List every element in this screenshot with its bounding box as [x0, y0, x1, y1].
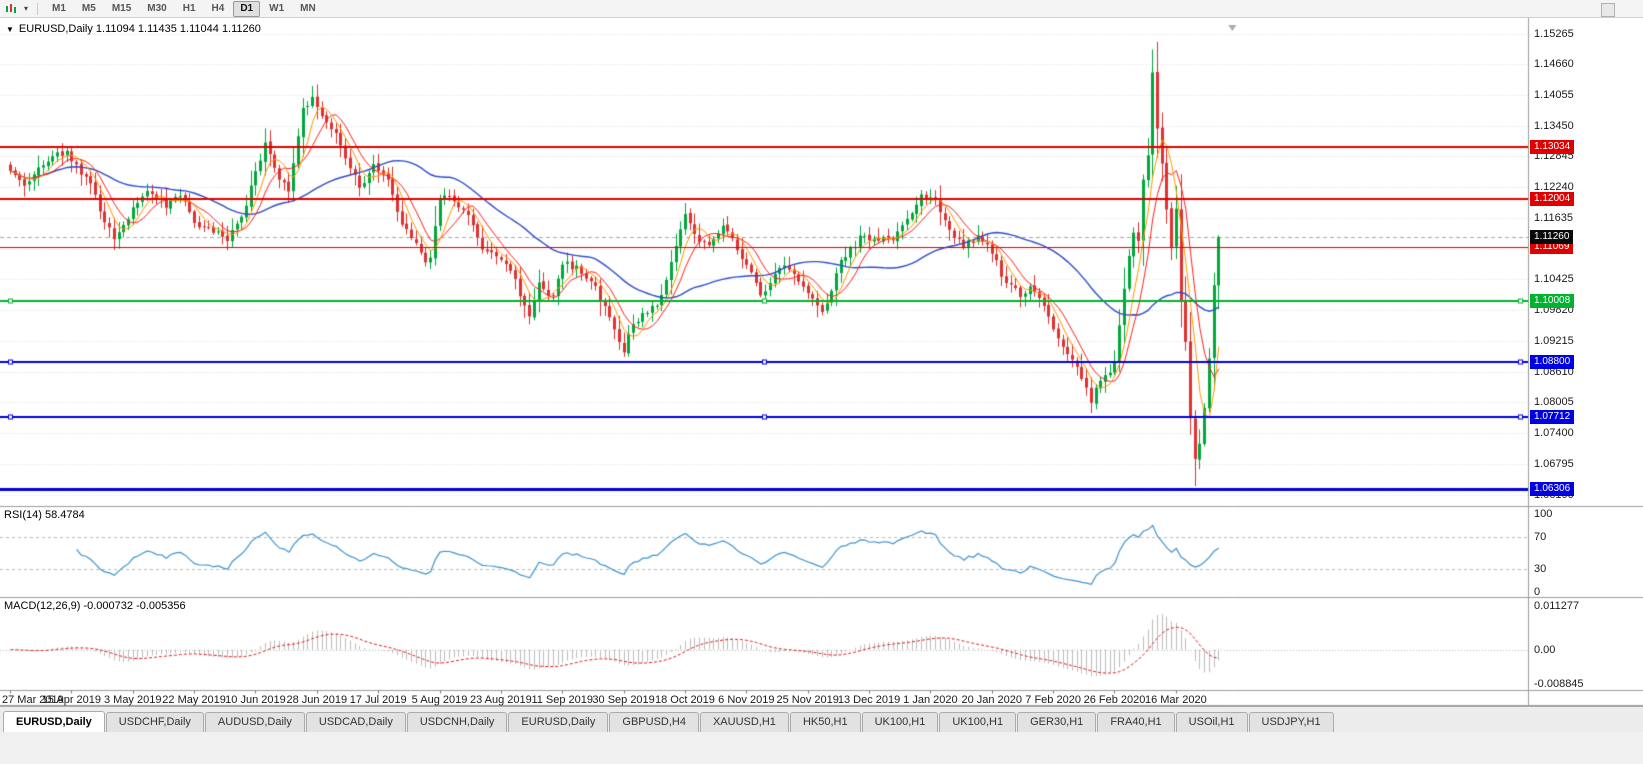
- chart-tab-USDCNH-Daily[interactable]: USDCNH,Daily: [406, 712, 508, 732]
- hline-price-tag: 1.10008: [1530, 293, 1575, 308]
- chart-tab-HK50-H1[interactable]: HK50,H1: [789, 712, 861, 732]
- date-label: 1 Jan 2020: [903, 694, 958, 706]
- date-label: 5 Aug 2019: [411, 694, 468, 706]
- toolbar-overflow-button[interactable]: [1601, 3, 1615, 17]
- timeframe-button-D1[interactable]: D1: [233, 0, 261, 17]
- rsi-scale-label: 30: [1534, 562, 1547, 575]
- rsi-scale-label: 70: [1534, 531, 1547, 544]
- chart-tab-XAUUSD-H1[interactable]: XAUUSD,H1: [699, 712, 789, 732]
- date-label: 25 Nov 2019: [776, 694, 839, 706]
- chart-tab-AUDUSD-Daily[interactable]: AUDUSD,Daily: [204, 712, 305, 732]
- price-scale-label: 1.10425: [1534, 273, 1574, 286]
- macd-scale-label: -0.008845: [1534, 678, 1584, 690]
- price-scale-label: 1.14660: [1534, 58, 1574, 71]
- date-label: 17 Jul 2019: [349, 694, 407, 706]
- chart-tab-FRA40-H1[interactable]: FRA40,H1: [1097, 712, 1175, 732]
- chart-tab-USOil-H1[interactable]: USOil,H1: [1175, 712, 1248, 732]
- chart-tab-EURUSD-Daily[interactable]: EURUSD,Daily: [508, 712, 609, 732]
- date-label: 22 May 2019: [162, 694, 226, 706]
- timeframe-button-M30[interactable]: M30: [147, 2, 167, 14]
- hline-price-tag: 1.06306: [1530, 481, 1575, 496]
- timeframe-button-M1[interactable]: M1: [52, 2, 66, 14]
- date-label: 16 Mar 2020: [1144, 694, 1207, 706]
- price-scale-label: 1.15265: [1534, 27, 1574, 40]
- chart-type-icon[interactable]: [4, 2, 20, 15]
- chart-tab-USDCAD-Daily[interactable]: USDCAD,Daily: [305, 712, 406, 732]
- hline-price-tag: 1.13034: [1530, 139, 1575, 154]
- chart-window: ▼ EURUSD,Daily 1.11094 1.11435 1.11044 1…: [0, 18, 1643, 706]
- rsi-scale-label: 0: [1534, 586, 1541, 598]
- chart-ohlc-text: EURUSD,Daily 1.11094 1.11435 1.11044 1.1…: [18, 23, 261, 35]
- status-strip: [0, 732, 1643, 764]
- chart-title: ▼ EURUSD,Daily 1.11094 1.11435 1.11044 1…: [6, 23, 261, 35]
- hline-price-tag: 1.12004: [1530, 192, 1575, 207]
- timeframe-toolbar: ▾ M1 M5 M15 M30 H1 H4 D1 W1 MN: [0, 0, 1643, 18]
- date-label: 13 Dec 2019: [837, 694, 901, 706]
- date-label: 6 Nov 2019: [718, 694, 775, 706]
- price-chart-canvas[interactable]: [0, 18, 1643, 706]
- price-scale-label: 1.12240: [1534, 181, 1574, 194]
- toolbar-separator: [37, 2, 39, 15]
- current-price-tag: 1.11260: [1530, 230, 1574, 245]
- date-label: 18 Oct 2019: [654, 694, 715, 706]
- price-scale-label: 1.13450: [1534, 119, 1574, 132]
- price-scale-label: 1.06795: [1534, 457, 1574, 470]
- price-scale-label: 1.11635: [1534, 211, 1573, 224]
- price-scale-label: 1.09215: [1534, 334, 1574, 347]
- hline-price-tag: 1.07712: [1530, 410, 1575, 425]
- chart-type-dropdown-icon[interactable]: ▾: [24, 4, 29, 13]
- hline-price-tag: 1.08800: [1530, 355, 1575, 370]
- chart-tab-USDJPY-H1[interactable]: USDJPY,H1: [1248, 712, 1334, 732]
- date-label: 15 Apr 2019: [41, 694, 102, 706]
- macd-scale-label: 0.011277: [1534, 600, 1580, 612]
- macd-indicator-label: MACD(12,26,9) -0.000732 -0.005356: [4, 600, 186, 612]
- timeframe-button-MN[interactable]: MN: [300, 2, 316, 14]
- date-label: 7 Feb 2020: [1025, 694, 1081, 706]
- date-label: 23 Aug 2019: [469, 694, 532, 706]
- timeframe-button-H4[interactable]: H4: [211, 2, 225, 14]
- chart-tab-USDCHF-Daily[interactable]: USDCHF,Daily: [105, 712, 204, 732]
- price-scale-label: 1.07400: [1534, 427, 1574, 440]
- timeframe-button-M5[interactable]: M5: [81, 2, 96, 14]
- chart-tab-GBPUSD-H4[interactable]: GBPUSD,H4: [609, 712, 699, 732]
- chart-tab-EURUSD-Daily[interactable]: EURUSD,Daily: [3, 711, 105, 732]
- collapse-chart-icon[interactable]: ▼: [6, 24, 14, 34]
- price-scale-label: 1.14055: [1534, 88, 1574, 101]
- chart-tab-GER30-H1[interactable]: GER30,H1: [1017, 712, 1097, 732]
- date-label: 3 May 2019: [103, 694, 162, 706]
- rsi-indicator-label: RSI(14) 58.4784: [4, 509, 85, 521]
- date-label: 20 Jan 2020: [961, 694, 1023, 706]
- rsi-scale-label: 100: [1534, 508, 1553, 520]
- date-label: 11 Sep 2019: [531, 694, 594, 706]
- timeframe-button-M15[interactable]: M15: [111, 2, 132, 14]
- date-label: 30 Sep 2019: [592, 694, 655, 706]
- chart-tab-UK100-H1[interactable]: UK100,H1: [861, 712, 939, 732]
- date-label: 26 Feb 2020: [1083, 694, 1146, 706]
- date-label: 10 Jun 2019: [225, 694, 286, 706]
- chart-tab-bar: EURUSD,Daily USDCHF,Daily AUDUSD,Daily USDC…: [0, 706, 1643, 732]
- macd-scale-label: 0.00: [1534, 643, 1556, 656]
- chart-tab-UK100-H1[interactable]: UK100,H1: [939, 712, 1017, 732]
- price-scale-label: 1.08005: [1534, 396, 1574, 409]
- timeframe-button-H1[interactable]: H1: [182, 2, 196, 14]
- timeframe-button-W1[interactable]: W1: [269, 2, 285, 14]
- date-label: 27 Mar 2019: [2, 694, 64, 706]
- timeframe-buttons: M1 M5 M15 M30 H1 H4 D1 W1 MN: [45, 0, 323, 17]
- date-label: 28 Jun 2019: [286, 694, 348, 706]
